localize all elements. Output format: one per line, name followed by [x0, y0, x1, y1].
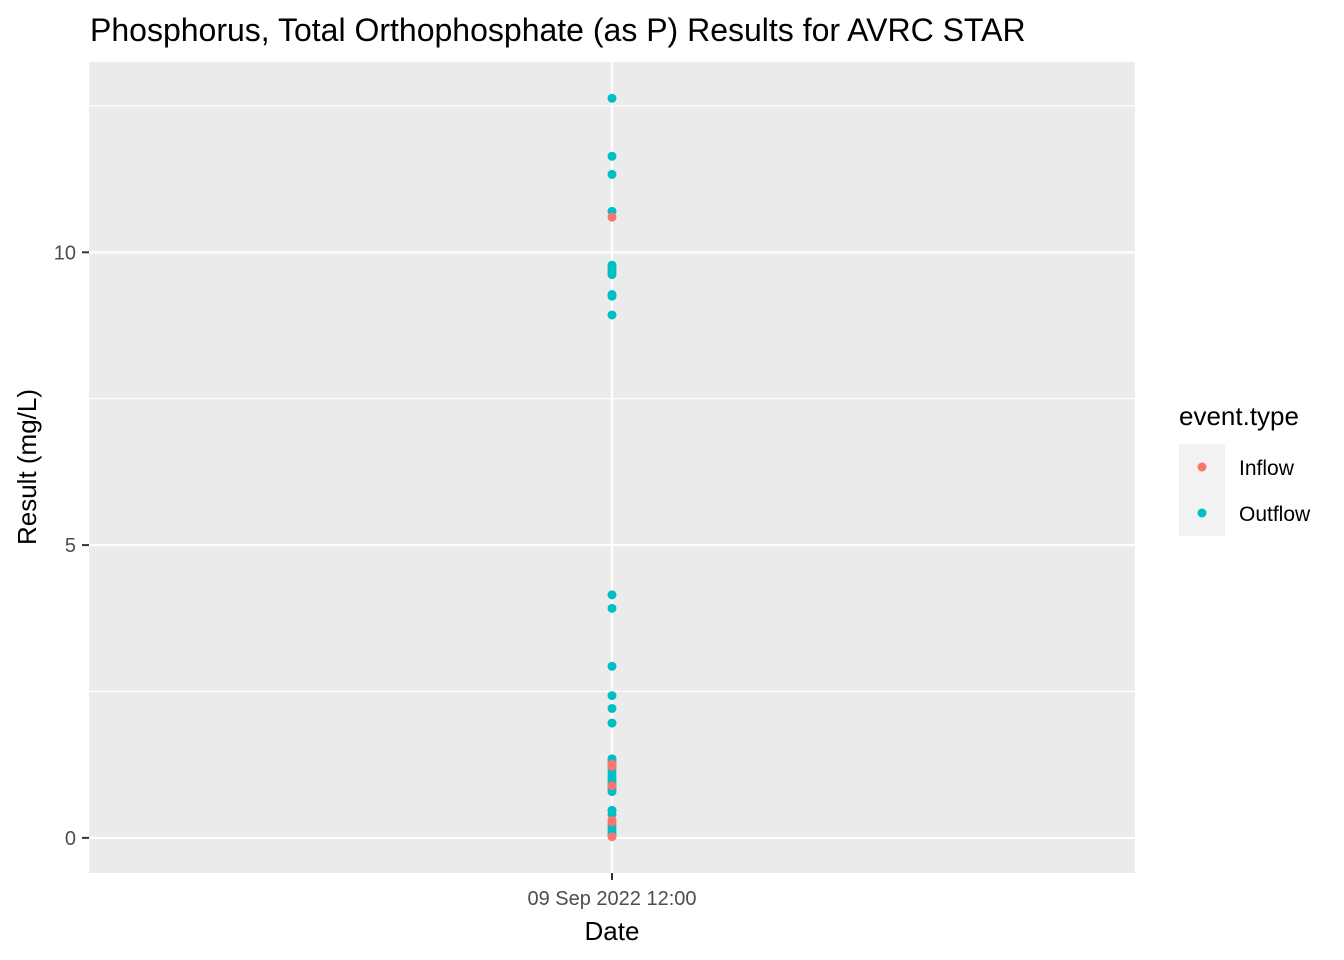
- legend-title: event.type: [1179, 401, 1299, 431]
- x-tick-label: 09 Sep 2022 12:00: [527, 888, 696, 910]
- data-point-outflow: [607, 93, 617, 103]
- data-point-outflow: [607, 310, 617, 320]
- data-point-outflow: [607, 703, 617, 713]
- x-axis-title: Date: [585, 916, 640, 946]
- legend: event.type Inflow Outflow: [1179, 401, 1311, 536]
- data-point-inflow: [607, 817, 617, 827]
- y-tick-label: 0: [65, 828, 76, 850]
- data-point-outflow: [607, 169, 617, 179]
- data-point-outflow: [607, 718, 617, 728]
- data-point-outflow: [607, 270, 617, 280]
- legend-label-outflow: Outflow: [1239, 503, 1311, 526]
- legend-marker-outflow: [1197, 508, 1207, 518]
- data-point-outflow: [607, 590, 617, 600]
- data-point-outflow: [607, 151, 617, 161]
- y-tick-label: 5: [65, 535, 76, 557]
- data-points: [607, 93, 617, 842]
- legend-label-inflow: Inflow: [1239, 457, 1295, 480]
- data-point-outflow: [607, 691, 617, 701]
- chart-title: Phosphorus, Total Orthophosphate (as P) …: [90, 12, 1026, 48]
- axis-ticks: 0 5 10 09 Sep 2022 12:00: [54, 242, 697, 910]
- legend-marker-inflow: [1197, 462, 1207, 472]
- y-tick-label: 10: [54, 242, 76, 264]
- data-point-outflow: [607, 661, 617, 671]
- data-point-inflow: [607, 761, 617, 771]
- data-point-outflow: [607, 291, 617, 301]
- data-point-inflow: [607, 781, 617, 791]
- y-axis-title: Result (mg/L): [12, 389, 42, 545]
- data-point-inflow: [607, 212, 617, 222]
- data-point-outflow: [607, 603, 617, 613]
- data-point-inflow: [607, 832, 617, 842]
